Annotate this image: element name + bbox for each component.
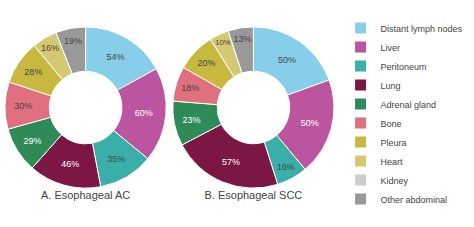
svg-text:Heart: Heart: [381, 157, 404, 167]
svg-text:Bone: Bone: [381, 119, 402, 129]
svg-text:29%: 29%: [23, 136, 41, 146]
svg-text:20%: 20%: [198, 58, 216, 68]
svg-text:50%: 50%: [301, 118, 319, 128]
svg-text:16%: 16%: [41, 43, 59, 53]
svg-text:35%: 35%: [107, 154, 125, 164]
svg-text:46%: 46%: [61, 159, 79, 169]
svg-text:Kidney: Kidney: [381, 176, 409, 186]
svg-text:60%: 60%: [135, 108, 153, 118]
svg-text:Adrenal gland: Adrenal gland: [381, 100, 437, 110]
svg-text:23%: 23%: [183, 115, 201, 125]
svg-text:Liver: Liver: [381, 43, 401, 53]
svg-text:19%: 19%: [64, 36, 82, 46]
svg-text:B. Esophageal SCC: B. Esophageal SCC: [204, 189, 302, 201]
svg-text:13%: 13%: [233, 34, 251, 44]
svg-text:Distant lymph nodes: Distant lymph nodes: [381, 24, 463, 34]
svg-text:Peritoneum: Peritoneum: [381, 62, 427, 72]
svg-text:18%: 18%: [181, 83, 199, 93]
svg-text:Other abdominal: Other abdominal: [381, 195, 448, 205]
svg-text:50%: 50%: [278, 55, 296, 65]
svg-text:Lung: Lung: [381, 81, 401, 91]
svg-text:30%: 30%: [14, 101, 32, 111]
svg-text:54%: 54%: [106, 52, 124, 62]
svg-text:Pleura: Pleura: [381, 138, 407, 148]
svg-text:A. Esophageal AC: A. Esophageal AC: [41, 189, 130, 201]
svg-text:10%: 10%: [215, 38, 230, 47]
svg-text:16%: 16%: [277, 162, 295, 172]
svg-text:28%: 28%: [24, 67, 42, 77]
svg-text:57%: 57%: [222, 157, 240, 167]
